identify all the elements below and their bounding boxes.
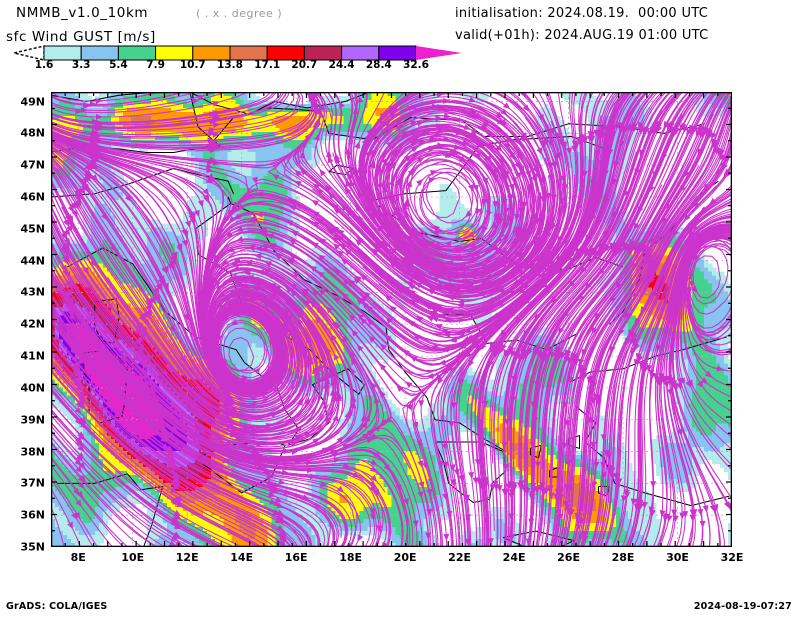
- x-axis-tick: 32E: [720, 551, 744, 564]
- colorbar-tick: 28.4: [365, 59, 392, 71]
- map-frame: [51, 92, 732, 547]
- colorbar-band: [266, 45, 305, 61]
- colorbar-tick: 7.9: [146, 59, 165, 71]
- x-axis-tick: 14E: [230, 551, 254, 564]
- y-axis-tick: 45N: [20, 222, 45, 236]
- x-axis-tick: 28E: [611, 551, 635, 564]
- initialisation-time: initialisation: 2024.08.19. 00:00 UTC: [455, 6, 709, 21]
- colorbar-tick: 3.3: [71, 59, 91, 71]
- y-axis-tick: 40N: [20, 381, 45, 395]
- colorbar-tick: 1.6: [34, 59, 54, 71]
- colorbar-band: [43, 45, 82, 61]
- colorbar-tick-labels: 1.6 3.3 5.4 7.9 10.7 13.8 17.1 20.7 24.4 28.4 32.6: [0, 59, 470, 73]
- footer-attribution: GrADS: COLA/IGES: [6, 601, 108, 612]
- colorbar-above-max-arrow: [416, 46, 462, 60]
- x-axis-tick: 16E: [284, 551, 308, 564]
- y-axis-tick: 37N: [20, 476, 45, 490]
- x-axis-tick: 20E: [393, 551, 417, 564]
- y-axis-labels: 35N 36N 37N 38N 39N 40N 41N 42N 43N 44N 45N 46N 47N 4…: [0, 92, 45, 553]
- y-axis-tick: 36N: [20, 508, 45, 522]
- colorbar-tick: 24.4: [328, 59, 355, 71]
- colorbar-band: [229, 45, 268, 61]
- colorbar-tick: 20.7: [291, 59, 318, 71]
- x-axis-tick: 18E: [339, 551, 363, 564]
- map-plot-area[interactable]: [51, 92, 732, 547]
- colorbar-tick: 13.8: [217, 59, 243, 71]
- y-axis-tick: 47N: [20, 158, 45, 172]
- colorbar-tick: 32.6: [403, 59, 429, 71]
- colorbar-band: [192, 45, 231, 61]
- y-axis-tick: 46N: [20, 190, 45, 204]
- y-axis-tick: 38N: [20, 445, 45, 459]
- x-axis-tick: 8E: [70, 551, 86, 564]
- projection-note: ( . x . degree ): [196, 7, 283, 20]
- footer-timestamp: 2024-08-19-07:27: [693, 601, 792, 612]
- colorbar: [13, 45, 462, 61]
- y-axis-tick: 48N: [20, 126, 45, 140]
- y-axis-tick: 43N: [20, 285, 45, 299]
- colorbar-band: [80, 45, 119, 61]
- y-axis-tick: 35N: [20, 540, 45, 554]
- colorbar-band: [303, 45, 343, 61]
- y-axis-tick: 41N: [20, 349, 45, 363]
- x-axis-tick: 10E: [121, 551, 145, 564]
- x-axis-tick: 30E: [666, 551, 689, 564]
- field-name-title: sfc Wind GUST [m/s]: [6, 29, 156, 45]
- valid-time: valid(+01h): 2024.AUG.19 01:00 UTC: [455, 28, 709, 43]
- colorbar-tick: 10.7: [179, 59, 206, 71]
- wind-streamlines: [51, 92, 732, 547]
- colorbar-tick: 17.1: [254, 59, 281, 71]
- y-axis-tick: 44N: [20, 254, 45, 268]
- model-name: NMMB_v1.0_10km: [16, 5, 149, 21]
- x-axis-tick: 22E: [448, 551, 472, 564]
- colorbar-tick: 5.4: [109, 59, 128, 71]
- x-axis-labels: 8E 10E 12E 14E 16E 18E 20E 22E 24E 26E 28E 30E 32E: [51, 551, 744, 567]
- colorbar-band: [117, 45, 157, 61]
- colorbar-band: [341, 45, 380, 61]
- colorbar-band: [378, 45, 417, 61]
- wind-gust-map: [51, 92, 732, 547]
- y-axis-tick: 39N: [20, 413, 45, 427]
- y-axis-tick: 42N: [20, 317, 45, 331]
- y-axis-tick: 49N: [20, 95, 45, 109]
- colorbar-band: [155, 45, 194, 61]
- x-axis-tick: 24E: [502, 551, 526, 564]
- x-axis-tick: 26E: [557, 551, 580, 564]
- x-axis-tick: 12E: [175, 551, 199, 564]
- colorbar-below-min-arrow: [13, 45, 45, 61]
